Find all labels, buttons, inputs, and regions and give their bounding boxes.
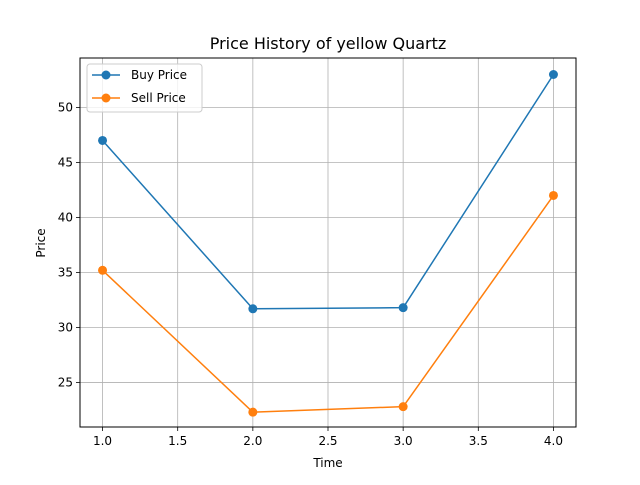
legend-label-sell-price: Sell Price [131, 91, 186, 105]
x-tick-label: 1.0 [93, 434, 112, 448]
legend-label-buy-price: Buy Price [131, 68, 187, 82]
x-axis-ticks: 1.0 1.5 2.0 2.5 3.0 3.5 4.0 [93, 427, 563, 448]
x-tick-label: 3.5 [469, 434, 488, 448]
y-tick-label: 35 [58, 265, 73, 279]
series-sell-price [98, 190, 558, 417]
legend-box [86, 63, 203, 113]
plot-area: 1.0 1.5 2.0 2.5 3.0 3.5 4.0 25 30 35 40 45 50 [58, 57, 577, 448]
y-axis-ticks: 25 30 35 40 45 50 [58, 100, 80, 389]
y-tick-label: 45 [58, 155, 73, 169]
series-line-buy-price [101, 74, 555, 310]
data-point-sell-price [548, 190, 558, 200]
chart-title: Price History of yellow Quartz [210, 34, 447, 53]
x-tick-label: 2.0 [243, 434, 262, 448]
legend: Buy Price Sell Price [86, 63, 203, 113]
y-tick-label: 30 [58, 320, 73, 334]
series-line-sell-price [102, 195, 555, 413]
legend-marker-sell-price [101, 93, 111, 103]
data-point-buy-price [98, 135, 108, 145]
y-axis-label: Price [34, 228, 48, 257]
x-axis-label: Time [312, 456, 342, 470]
data-point-buy-price [398, 303, 408, 313]
x-tick-label: 2.5 [318, 434, 337, 448]
legend-marker-buy-price [101, 70, 111, 80]
legend-entry-buy-price: Buy Price [92, 68, 187, 82]
y-tick-label: 50 [58, 100, 73, 114]
data-point-buy-price [248, 304, 258, 314]
legend-entry-sell-price: Sell Price [92, 91, 186, 105]
x-tick-label: 1.5 [168, 434, 187, 448]
x-tick-label: 4.0 [544, 434, 563, 448]
data-point-buy-price [548, 69, 558, 79]
series-layer [98, 69, 558, 417]
series-buy-price [98, 69, 558, 314]
data-point-sell-price [398, 402, 408, 412]
y-tick-label: 40 [58, 210, 73, 224]
data-point-sell-price [98, 265, 108, 275]
x-tick-label: 3.0 [394, 434, 413, 448]
y-tick-label: 25 [58, 375, 73, 389]
data-point-sell-price [248, 407, 258, 417]
